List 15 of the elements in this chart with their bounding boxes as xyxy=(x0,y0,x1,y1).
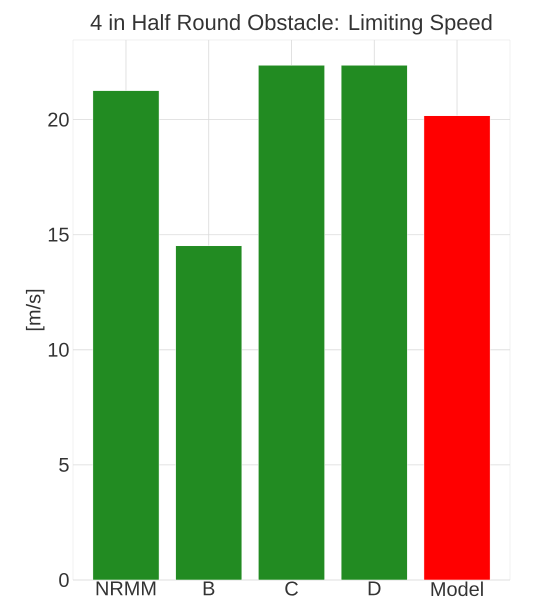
y-axis-title: [m/s] xyxy=(26,290,44,330)
x-tick-label: NRMM xyxy=(96,582,156,596)
bar xyxy=(258,65,325,580)
x-tick-label: C xyxy=(285,582,298,596)
x-tick-label: D xyxy=(368,582,381,596)
y-tick-label: 20 xyxy=(48,112,69,127)
y-tick-label: 10 xyxy=(48,342,69,357)
chart-title: 4 in Half Round Obstacle: Limiting Speed xyxy=(90,14,492,34)
x-tick-label: Model xyxy=(432,582,483,596)
bar xyxy=(424,115,490,580)
y-tick-label: 15 xyxy=(48,228,69,242)
y-tick-label: 0 xyxy=(59,572,69,588)
y-tick-label: 5 xyxy=(59,458,69,472)
bar xyxy=(92,90,160,580)
x-tick-label: B xyxy=(204,582,214,596)
